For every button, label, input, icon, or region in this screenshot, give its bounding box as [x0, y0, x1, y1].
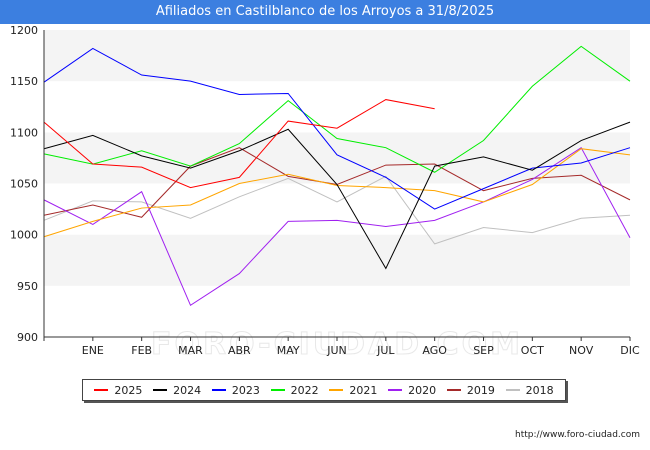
series-line-2022: [43, 45, 631, 173]
y-axis: 900 950 1000 1050 1100 1150 1200: [10, 24, 38, 344]
legend-item-2019: 2019: [446, 383, 495, 397]
legend-item-2023: 2023: [211, 383, 260, 397]
legend-swatch: [211, 389, 226, 391]
x-axis: ENE FEB MAR ABR MAY JUN JUL AGO SEP OCT NOV DIC: [43, 337, 640, 357]
x-tick-label: MAY: [277, 344, 300, 357]
grid-band: [44, 285, 630, 337]
grid-band: [44, 30, 630, 82]
y-tick-label: 1000: [10, 229, 38, 242]
series-line-2020: [43, 146, 631, 307]
y-tick-label: 1100: [10, 126, 38, 139]
x-tick-label: JUN: [326, 344, 347, 357]
grid-bands: [44, 30, 630, 337]
legend-swatch: [388, 389, 403, 391]
legend-item-2022: 2022: [270, 383, 319, 397]
x-tick-label: SEP: [473, 344, 494, 357]
legend-item-2021: 2021: [329, 384, 377, 397]
line-chart: FORO-CIUDAD.COM 900 950 1000 1050 1100 1150 12…: [10, 24, 640, 363]
series-line-2024: [43, 121, 631, 270]
legend-item-2025: 2025: [94, 384, 142, 397]
series-line-2023: [43, 47, 631, 210]
x-tick-label: JUL: [376, 344, 395, 357]
legend-swatch: [153, 389, 168, 391]
grid-band: [44, 81, 630, 133]
watermark-text: FORO-CIUDAD.COM: [151, 327, 523, 362]
grid-band: [44, 132, 630, 184]
y-tick-label: 1200: [10, 24, 38, 37]
y-tick-label: 1050: [10, 178, 38, 191]
legend-swatch: [446, 389, 461, 391]
legend-label: 2024: [173, 383, 202, 397]
legend-label: 2025: [114, 383, 143, 397]
legend: 2025 2024 2023 2022 2021 2020 2019 2018: [82, 379, 566, 401]
x-tick-label: DIC: [620, 344, 640, 357]
legend-swatch: [505, 389, 520, 391]
legend-label: 2019: [466, 383, 495, 397]
series-line-2018: [43, 175, 631, 245]
x-tick-label: OCT: [521, 344, 544, 357]
grid-band: [44, 183, 630, 235]
y-tick-label: 1150: [10, 75, 38, 88]
legend-label: 2018: [525, 383, 554, 397]
watermark: FORO-CIUDAD.COM: [151, 327, 523, 363]
legend-swatch: [94, 389, 109, 391]
legend-label: 2022: [290, 383, 319, 397]
x-tick-label: AGO: [422, 344, 447, 357]
series-lines: [43, 45, 631, 307]
series-line-2021: [43, 148, 631, 238]
legend-label: 2021: [349, 383, 378, 397]
chart-title: Afiliados en Castilblanco de los Arroyos…: [0, 0, 650, 24]
series-line-2025: [43, 99, 435, 189]
legend-label: 2020: [408, 383, 437, 397]
source-url[interactable]: http://www.foro-ciudad.com: [515, 430, 640, 440]
y-tick-label: 950: [17, 280, 38, 293]
legend-item-2018: 2018: [505, 383, 554, 397]
x-tick-label: ENE: [82, 344, 104, 357]
grid-band: [44, 234, 630, 286]
axis-frame: [43, 30, 630, 338]
legend-swatch: [270, 389, 285, 391]
y-tick-label: 900: [17, 331, 38, 344]
legend-item-2020: 2020: [388, 384, 436, 397]
x-tick-label: FEB: [131, 344, 152, 357]
legend-label: 2023: [231, 383, 260, 397]
legend-swatch: [329, 389, 344, 391]
x-tick-label: MAR: [178, 344, 203, 357]
x-tick-label: ABR: [228, 344, 251, 357]
legend-item-2024: 2024: [153, 384, 201, 397]
x-tick-label: NOV: [569, 344, 594, 357]
